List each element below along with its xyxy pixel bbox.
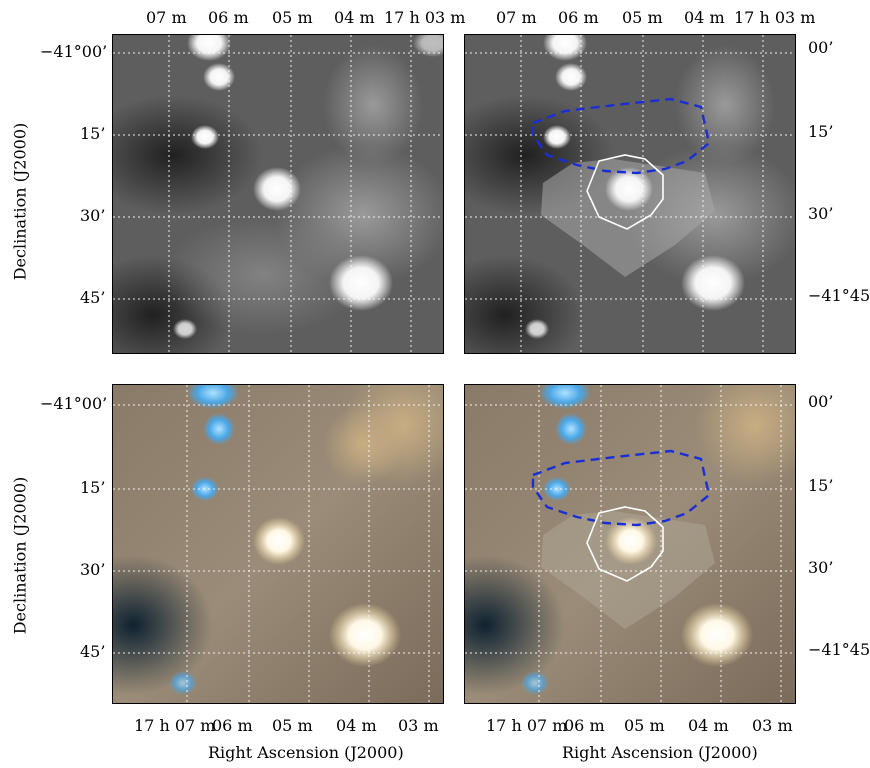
dec-tick-label: 00’ xyxy=(808,392,834,411)
panel-top-left-grayscale xyxy=(112,34,444,354)
dec-tick-label: 15’ xyxy=(80,124,106,143)
ra-tick-label: 06 m xyxy=(558,8,599,27)
ra-tick-label: 05 m xyxy=(624,716,665,735)
dec-tick-label: 45’ xyxy=(80,288,106,307)
dec-tick-label: 30’ xyxy=(808,204,834,223)
ra-tick-label: 17 h 07 m xyxy=(134,716,216,735)
dec-tick-label: 15’ xyxy=(80,478,106,497)
ra-tick-label: 17 h 03 m xyxy=(734,8,816,27)
dec-tick-label: 15’ xyxy=(808,122,834,141)
ra-tick-label: 04 m xyxy=(334,8,375,27)
ra-tick-label: 06 m xyxy=(208,8,249,27)
x-axis-title: Right Ascension (J2000) xyxy=(208,743,404,762)
dec-tick-label: −41°00’ xyxy=(40,42,108,61)
dec-tick-label: −41°00’ xyxy=(40,394,108,413)
ra-tick-label: 17 h 07 m xyxy=(486,716,568,735)
ra-tick-label: 05 m xyxy=(272,8,313,27)
x-axis-title: Right Ascension (J2000) xyxy=(562,743,758,762)
dec-tick-label: 15’ xyxy=(808,476,834,495)
panel-top-right-grayscale-overlay xyxy=(464,34,796,354)
ra-tick-label: 04 m xyxy=(684,8,725,27)
ra-tick-label: 05 m xyxy=(272,716,313,735)
solid-region-contour xyxy=(586,506,664,582)
dec-tick-label: 45’ xyxy=(80,642,106,661)
dashed-region-contour xyxy=(531,97,711,175)
dec-tick-label: 30’ xyxy=(80,560,106,579)
ra-tick-label: 07 m xyxy=(146,8,187,27)
dec-tick-label: 30’ xyxy=(808,558,834,577)
solid-region-contour xyxy=(586,154,664,230)
dec-tick-label: 00’ xyxy=(808,38,834,57)
ra-tick-label: 03 m xyxy=(398,716,439,735)
ra-tick-label: 04 m xyxy=(336,716,377,735)
y-axis-title: Declination (J2000) xyxy=(10,476,30,635)
ra-tick-label: 17 h 03 m xyxy=(384,8,466,27)
ra-tick-label: 07 m xyxy=(496,8,537,27)
dec-tick-label: 30’ xyxy=(80,206,106,225)
ra-tick-label: 06 m xyxy=(212,716,253,735)
dec-tick-label: −41°45’ xyxy=(808,286,870,305)
ra-tick-label: 06 m xyxy=(564,716,605,735)
ra-tick-label: 03 m xyxy=(752,716,793,735)
panel-bottom-left-color xyxy=(112,384,444,704)
ra-tick-label: 04 m xyxy=(688,716,729,735)
y-axis-title: Declination (J2000) xyxy=(10,122,30,281)
dec-tick-label: −41°45’ xyxy=(808,640,870,659)
dashed-region-contour xyxy=(531,449,711,527)
ra-tick-label: 05 m xyxy=(622,8,663,27)
panel-bottom-right-color-overlay xyxy=(464,384,796,704)
